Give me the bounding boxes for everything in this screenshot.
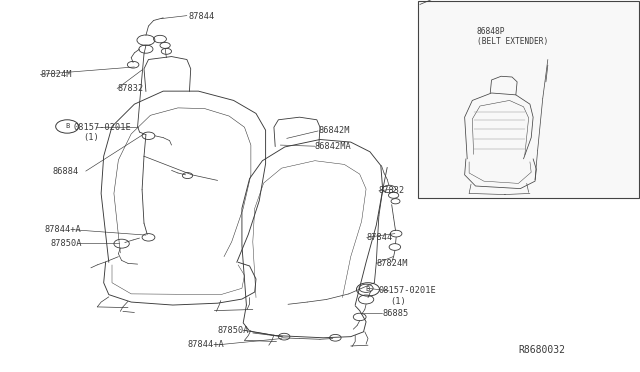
Text: 87824M: 87824M: [40, 70, 72, 79]
Text: 08157-0201E: 08157-0201E: [379, 286, 436, 295]
Bar: [418, 1, 639, 198]
Text: 86885: 86885: [382, 309, 408, 318]
Text: 87824M: 87824M: [376, 259, 408, 268]
Text: B: B: [65, 124, 69, 129]
Text: 87850A: 87850A: [51, 239, 82, 248]
Text: 87832: 87832: [117, 84, 143, 93]
Text: (1): (1): [390, 297, 406, 306]
Text: 86842M: 86842M: [318, 126, 349, 135]
Text: 87850A: 87850A: [218, 326, 249, 335]
Text: 87844: 87844: [189, 12, 215, 21]
Text: 87844+A: 87844+A: [45, 225, 81, 234]
Text: R8680032: R8680032: [518, 346, 565, 355]
Text: 87844: 87844: [367, 233, 393, 242]
Text: (1): (1): [83, 133, 99, 142]
Text: 87844+A: 87844+A: [188, 340, 224, 349]
Text: 86842MA: 86842MA: [315, 142, 351, 151]
Text: B: B: [366, 286, 370, 292]
Text: 86884: 86884: [52, 167, 79, 176]
Text: 08157-0201E: 08157-0201E: [74, 123, 131, 132]
Text: 87832: 87832: [379, 186, 405, 195]
Text: 86848P
(BELT EXTENDER): 86848P (BELT EXTENDER): [477, 27, 548, 46]
